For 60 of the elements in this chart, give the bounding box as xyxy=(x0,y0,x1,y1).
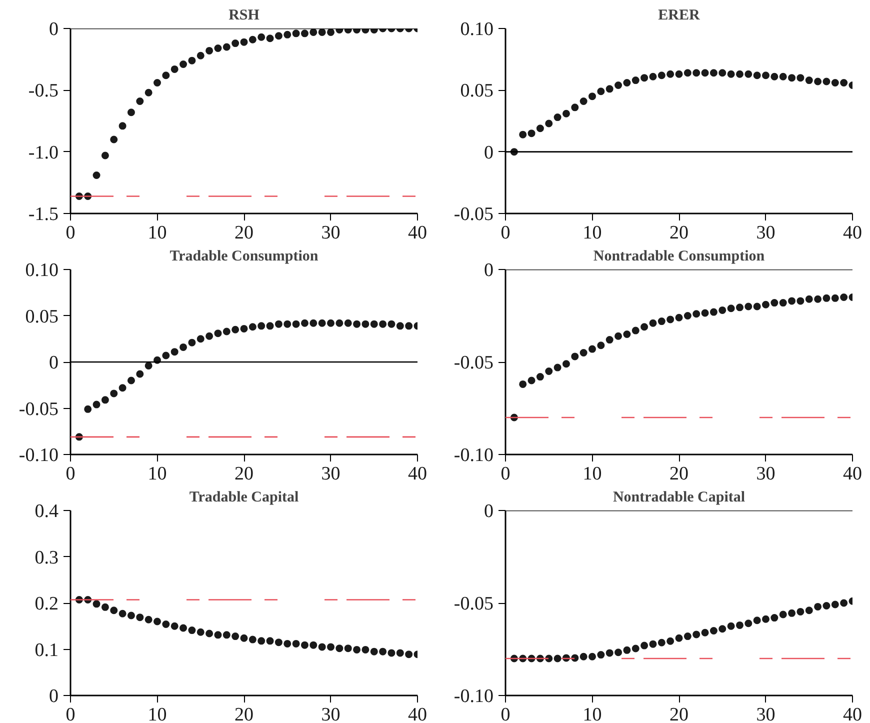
y-tick-label: -1.0 xyxy=(28,142,58,164)
y-tick-label: 0.05 xyxy=(25,306,58,328)
x-tick-label: 40 xyxy=(408,222,427,244)
x-tick-label: 30 xyxy=(321,222,340,244)
y-tick-label: 0 xyxy=(49,352,58,374)
x-tick-label: 20 xyxy=(670,704,688,723)
x-tick-label: 0 xyxy=(66,464,76,484)
chart-title: ERER xyxy=(658,8,700,24)
chart-title: Nontradable Capital xyxy=(612,490,746,506)
x-tick-label: 20 xyxy=(670,464,688,484)
chart-title: Tradable Consumption xyxy=(170,248,319,264)
y-tick-label: -0.5 xyxy=(28,80,58,102)
y-tick-label: -0.10 xyxy=(454,445,494,466)
chart-title: Nontradable Consumption xyxy=(593,248,766,264)
x-tick-label: 30 xyxy=(756,222,776,244)
y-tick-label: -0.05 xyxy=(454,204,494,225)
y-tick-label: -0.10 xyxy=(18,445,58,466)
x-tick-label: 10 xyxy=(148,222,167,244)
x-tick-label: 20 xyxy=(234,222,254,244)
y-tick-label: 0.3 xyxy=(34,547,58,568)
x-tick-label: 40 xyxy=(843,222,862,244)
x-tick-label: 20 xyxy=(234,704,254,723)
x-tick-label: 30 xyxy=(756,464,776,484)
y-tick-label: 0 xyxy=(484,142,494,164)
x-tick-label: 20 xyxy=(670,222,688,244)
y-tick-label: 0 xyxy=(49,19,58,40)
y-tick-label: 0.10 xyxy=(460,19,494,40)
y-tick-label: -0.05 xyxy=(454,594,494,614)
y-tick-label: 0 xyxy=(49,686,58,707)
y-tick-label: -0.05 xyxy=(454,352,494,374)
x-tick-label: 40 xyxy=(408,464,427,484)
x-tick-label: 10 xyxy=(148,704,167,723)
y-tick-label: 0.4 xyxy=(34,501,59,522)
x-tick-label: 0 xyxy=(500,704,510,723)
x-tick-label: 0 xyxy=(500,222,510,244)
x-tick-label: 10 xyxy=(148,464,167,484)
x-tick-label: 20 xyxy=(234,464,254,484)
x-tick-label: 40 xyxy=(843,464,862,484)
chart-title: RSH xyxy=(228,8,260,24)
chart-title: Tradable Capital xyxy=(189,490,299,506)
x-tick-label: 0 xyxy=(66,704,76,723)
y-tick-label: 0.10 xyxy=(25,260,58,281)
x-tick-label: 40 xyxy=(843,704,862,723)
x-tick-label: 10 xyxy=(582,704,602,723)
x-tick-label: 10 xyxy=(582,222,602,244)
x-tick-label: 0 xyxy=(500,464,510,484)
x-tick-label: 30 xyxy=(321,464,340,484)
x-tick-label: 30 xyxy=(756,704,776,723)
y-tick-label: -0.10 xyxy=(454,686,494,707)
y-tick-label: 0.2 xyxy=(34,594,58,614)
x-tick-label: 30 xyxy=(321,704,340,723)
x-tick-label: 0 xyxy=(66,222,76,244)
y-tick-label: 0 xyxy=(484,501,494,522)
y-tick-label: -0.05 xyxy=(18,398,58,420)
y-tick-label: 0.1 xyxy=(34,640,58,661)
y-tick-label: 0 xyxy=(484,260,494,281)
y-tick-label: 0.05 xyxy=(460,80,494,102)
x-tick-label: 10 xyxy=(582,464,602,484)
y-tick-label: -1.5 xyxy=(28,204,58,225)
x-tick-label: 40 xyxy=(408,704,427,723)
